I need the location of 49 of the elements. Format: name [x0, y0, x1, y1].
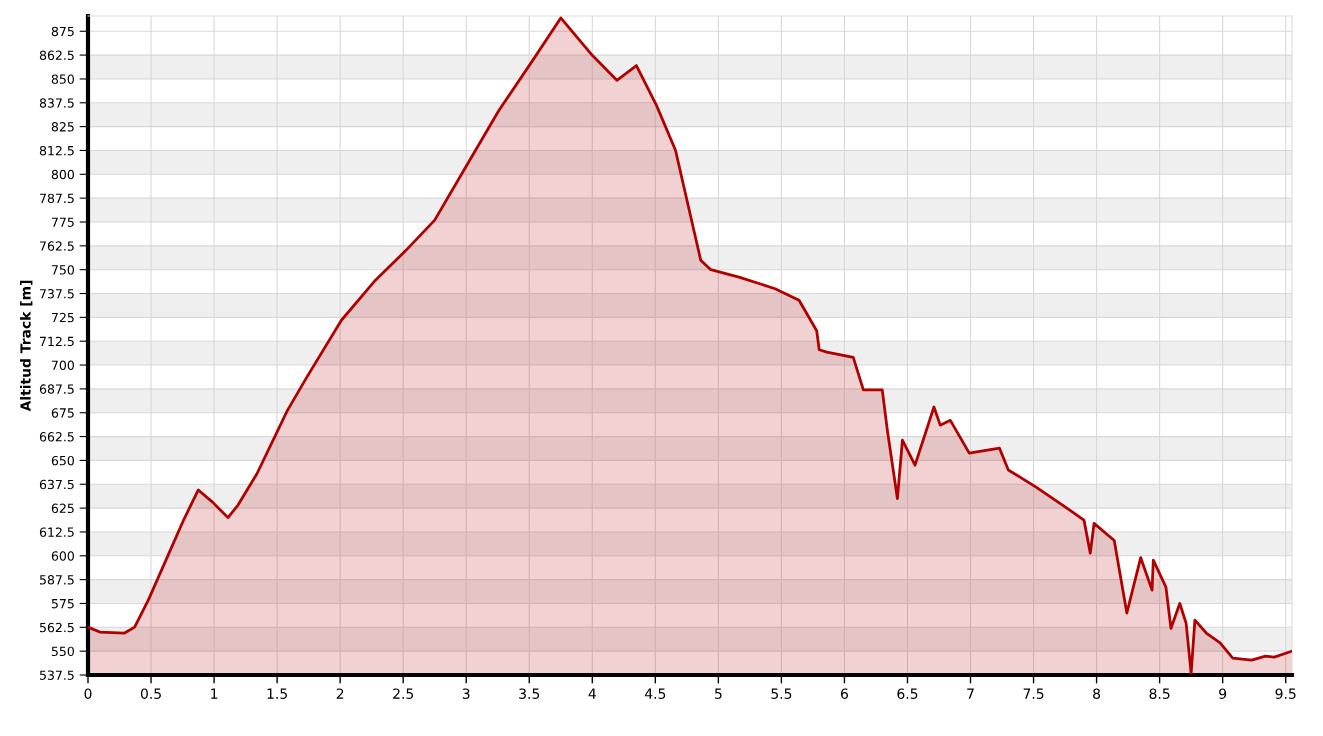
y-tick-label: 837.5 — [39, 98, 74, 108]
y-tick-label: 550 — [51, 646, 74, 657]
x-tick-label: 4 — [588, 688, 596, 699]
y-tick-label: 625 — [51, 503, 74, 514]
y-tick-label: 787.5 — [40, 193, 74, 204]
x-tick-label: 2 — [336, 688, 344, 699]
x-tick-label: 9 — [1219, 688, 1227, 699]
y-tick-label: 862.5 — [39, 50, 74, 61]
y-tick-label: 712.5 — [40, 336, 74, 347]
x-tick-label: 1 — [211, 688, 218, 699]
x-tick-label: 0.5 — [140, 688, 161, 699]
y-tick-label: 537.5 — [39, 670, 74, 680]
y-tick-label: 750 — [51, 265, 74, 275]
x-tick-label: 5 — [715, 688, 722, 699]
y-tick-label: 825 — [51, 122, 74, 132]
x-tick-label: 6 — [840, 688, 848, 699]
x-tick-label: 9.5 — [1275, 688, 1296, 699]
x-tick-label: 6.5 — [897, 688, 918, 699]
y-tick-label: 762.5 — [40, 241, 74, 251]
x-tick-label: 1.5 — [267, 688, 287, 699]
y-tick-label: 650 — [51, 455, 74, 466]
y-tick-label: 662.5 — [39, 432, 74, 442]
y-tick-label: 812.5 — [39, 145, 74, 156]
x-tick-label: 3.5 — [519, 688, 540, 699]
x-tick-label: 7.5 — [1023, 688, 1044, 699]
x-tick-label: 8.5 — [1149, 688, 1170, 699]
x-tick-label: 7 — [967, 688, 974, 699]
y-axis-title: Altitud Track [m] — [20, 280, 33, 412]
y-tick-label: 737.5 — [40, 289, 74, 299]
y-tick-label: 875 — [51, 26, 74, 37]
y-tick-label: 687.5 — [39, 384, 74, 394]
y-tick-label: 637.5 — [39, 479, 74, 490]
x-tick-label: 4.5 — [644, 688, 666, 699]
y-tick-label: 725 — [51, 312, 74, 323]
y-tick-label: 587.5 — [39, 575, 74, 585]
x-tick-label: 8 — [1093, 688, 1101, 699]
x-tick-label: 3 — [462, 688, 470, 699]
y-tick-label: 675 — [51, 408, 74, 418]
y-tick-label: 775 — [51, 217, 74, 227]
y-tick-label: 850 — [51, 74, 74, 84]
x-tick-label: 5.5 — [771, 688, 792, 699]
y-tick-label: 612.5 — [39, 527, 74, 537]
y-tick-label: 800 — [51, 169, 74, 180]
y-tick-label: 562.5 — [39, 622, 74, 633]
y-tick-label: 575 — [51, 599, 74, 609]
y-tick-label: 600 — [51, 551, 74, 561]
y-tick-label: 700 — [51, 360, 74, 370]
x-tick-label: 0 — [84, 688, 92, 699]
x-tick-label: 2.5 — [393, 688, 414, 699]
